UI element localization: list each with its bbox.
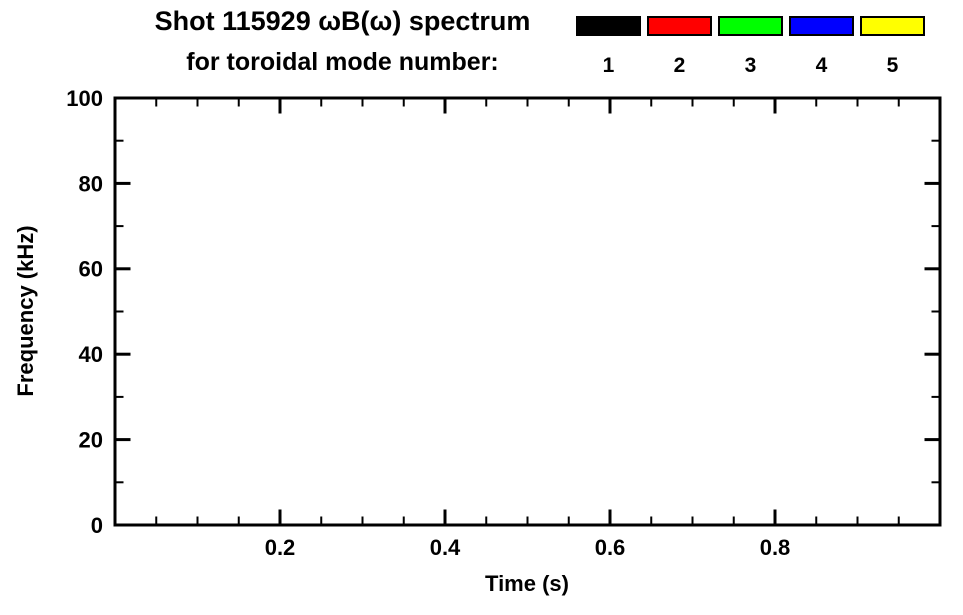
- x-tick-label: 0.4: [430, 535, 461, 560]
- legend-swatch-1: [576, 16, 641, 36]
- y-tick-label: 0: [91, 513, 103, 538]
- legend-label-1: 1: [602, 54, 615, 77]
- legend-swatch-5: [860, 16, 925, 36]
- x-tick-label: 0.2: [265, 535, 296, 560]
- y-tick-label: 60: [79, 257, 103, 282]
- legend-swatch-2: [647, 16, 712, 36]
- legend-color-swatches: [576, 16, 925, 36]
- x-tick-label: 0.6: [595, 535, 626, 560]
- legend-label-2: 2: [673, 54, 686, 77]
- y-tick-label: 40: [79, 342, 103, 367]
- y-tick-label: 20: [79, 428, 103, 453]
- legend-swatch-4: [789, 16, 854, 36]
- legend-label-3: 3: [744, 54, 757, 77]
- axis-box: [113, 96, 942, 527]
- x-tick-label: 0.8: [760, 535, 791, 560]
- legend-label-5: 5: [886, 54, 899, 77]
- plot-title-line2: for toroidal mode number:: [186, 48, 499, 76]
- x-axis-label: Time (s): [485, 571, 569, 596]
- y-tick-label: 80: [79, 171, 103, 196]
- legend-swatch-3: [718, 16, 783, 36]
- y-axis-label: Frequency (kHz): [13, 225, 38, 397]
- legend-mode-numbers: 1 2 3 4 5: [576, 54, 925, 78]
- legend-label-4: 4: [815, 54, 828, 77]
- y-tick-label: 100: [66, 86, 103, 111]
- plot-title-line1: Shot 115929 ωB(ω) spectrum: [154, 6, 531, 36]
